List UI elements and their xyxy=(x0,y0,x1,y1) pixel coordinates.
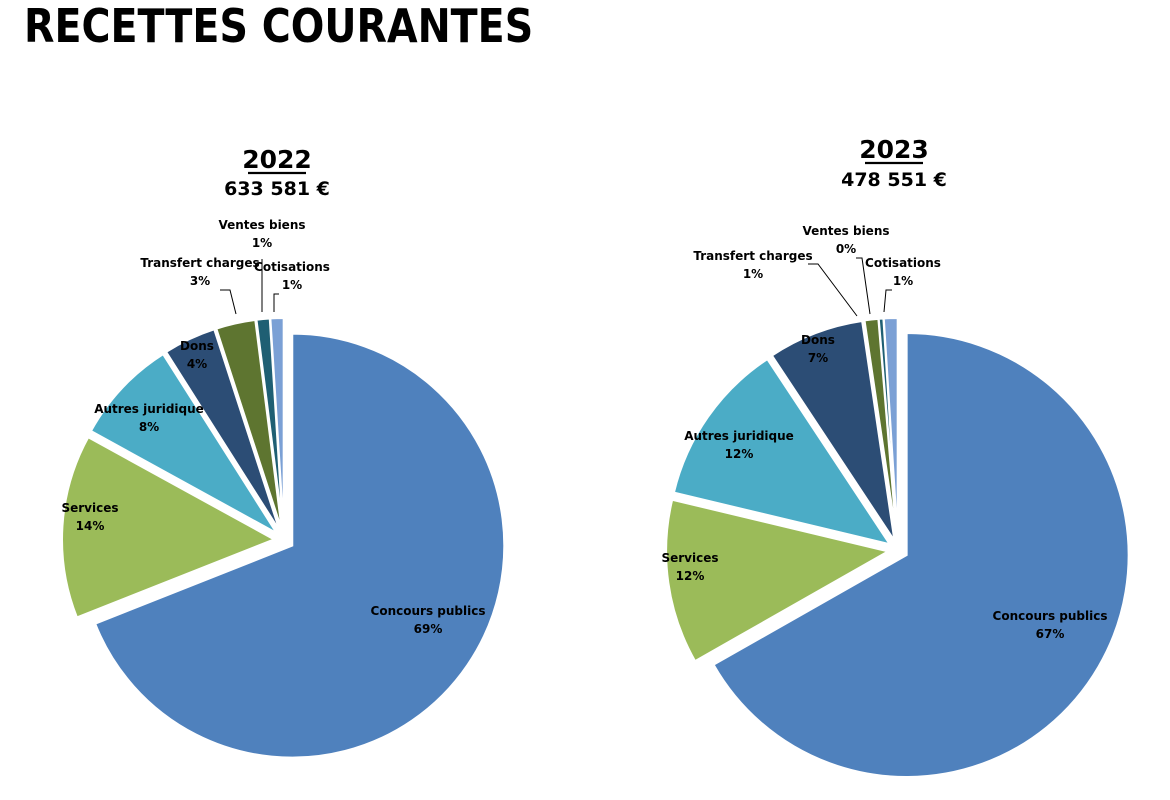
leader-line-ventes-biens xyxy=(856,257,871,315)
slice-value-autres-juridique: 12% xyxy=(725,447,754,461)
slice-label-services: Services xyxy=(61,501,118,515)
slice-label-dons: Dons xyxy=(801,333,835,347)
slice-value-services: 12% xyxy=(676,569,705,583)
chart-total: 633 581 € xyxy=(224,178,330,200)
slice-label-ventes-biens: Ventes biens xyxy=(218,218,305,232)
slice-label-transfert-charges: Transfert charges xyxy=(693,249,812,263)
chart-year-title: 2023 xyxy=(859,135,929,164)
slice-value-concours-publics: 69% xyxy=(414,622,443,636)
slice-value-cotisations: 1% xyxy=(893,274,913,288)
leader-line-cotisations xyxy=(883,289,892,313)
slice-label-concours-publics: Concours publics xyxy=(371,604,486,618)
leader-line-cotisations xyxy=(273,293,279,312)
pie-chart-2023: 2023 478 551 € Concours publics 67% Services… xyxy=(661,135,1130,779)
pie-slice-cotisations xyxy=(882,317,899,541)
pie-chart-2022: 2022 633 581 € Concours publics 69% Services… xyxy=(61,145,506,759)
slice-label-cotisations: Cotisations xyxy=(254,260,330,274)
pie-slice-services xyxy=(665,498,891,663)
slice-value-dons: 7% xyxy=(808,351,828,365)
slice-label-ventes-biens: Ventes biens xyxy=(802,224,889,238)
slice-value-autres-juridique: 8% xyxy=(139,420,159,434)
pie-slice-services xyxy=(61,435,277,619)
leader-line-transfert-charges xyxy=(808,263,858,317)
pie-slice-dons xyxy=(164,328,281,532)
pie-slice-transfert-charges xyxy=(215,318,283,531)
pie-slice-concours-publics xyxy=(712,332,1130,779)
slice-label-autres-juridique: Autres juridique xyxy=(94,402,204,416)
pie-slice-concours-publics xyxy=(93,332,506,759)
slice-label-concours-publics: Concours publics xyxy=(993,609,1108,623)
pie-slice-cotisations xyxy=(269,317,285,531)
chart-year-title: 2022 xyxy=(242,145,312,174)
slice-label-dons: Dons xyxy=(180,339,214,353)
slice-value-dons: 4% xyxy=(187,357,207,371)
slice-label-autres-juridique: Autres juridique xyxy=(684,429,794,443)
leader-line-transfert-charges xyxy=(220,289,237,315)
slice-value-concours-publics: 67% xyxy=(1036,627,1065,641)
slice-value-ventes-biens: 0% xyxy=(836,242,856,256)
slice-value-transfert-charges: 3% xyxy=(190,274,210,288)
slice-value-ventes-biens: 1% xyxy=(252,236,272,250)
slice-value-services: 14% xyxy=(76,519,105,533)
slice-label-cotisations: Cotisations xyxy=(865,256,941,270)
pie-slice-autres-juridique xyxy=(672,357,893,546)
page-title: RECETTES COURANTES xyxy=(24,0,534,53)
pie-slice-autres-juridique xyxy=(89,352,278,535)
pie-slice-dons xyxy=(770,319,896,542)
chart-total: 478 551 € xyxy=(841,169,947,191)
slice-value-cotisations: 1% xyxy=(282,278,302,292)
slice-label-services: Services xyxy=(661,551,718,565)
slice-label-transfert-charges: Transfert charges xyxy=(140,256,259,270)
slice-value-transfert-charges: 1% xyxy=(743,267,763,281)
